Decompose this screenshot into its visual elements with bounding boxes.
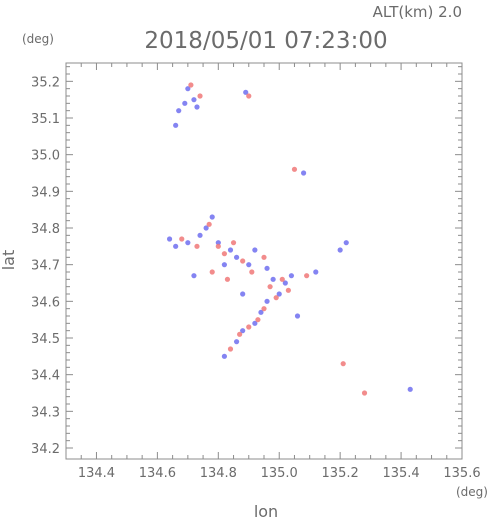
y-unit-label: (deg) xyxy=(22,32,54,46)
data-point xyxy=(209,214,215,220)
data-point xyxy=(240,328,246,334)
chart-title: 2018/05/01 07:23:00 xyxy=(144,28,387,54)
data-point xyxy=(252,247,258,253)
data-point xyxy=(246,324,252,330)
data-point xyxy=(191,273,197,279)
y-tick-label: 34.7 xyxy=(31,259,60,274)
data-point xyxy=(221,251,227,257)
data-point xyxy=(304,273,310,279)
data-point xyxy=(194,243,200,249)
data-point xyxy=(237,331,243,337)
data-point xyxy=(230,240,237,246)
data-point xyxy=(240,291,246,297)
data-point xyxy=(209,269,215,275)
data-point xyxy=(227,346,234,352)
data-point xyxy=(291,166,298,172)
data-point xyxy=(252,320,258,326)
data-point xyxy=(197,93,203,99)
ticks-layer: 134.4 134.6 134.8 135.0 135.2 135.4 135.6 34.2 3… xyxy=(31,63,481,481)
data-point xyxy=(243,89,249,95)
data-point xyxy=(270,276,276,282)
data-point xyxy=(221,353,227,359)
data-point xyxy=(407,386,413,392)
y-tick-label: 35.1 xyxy=(31,112,60,127)
y-tick-label: 34.2 xyxy=(31,442,60,457)
data-point xyxy=(261,306,267,312)
data-point xyxy=(221,262,227,268)
data-point xyxy=(246,93,252,99)
data-point xyxy=(337,247,343,253)
data-point xyxy=(233,254,240,260)
data-point xyxy=(185,86,191,92)
y-tick-label: 34.5 xyxy=(31,332,60,347)
data-point xyxy=(215,240,221,246)
data-point xyxy=(227,247,234,253)
x-unit-label: (deg) xyxy=(456,485,488,499)
points-layer xyxy=(166,82,413,396)
data-point xyxy=(340,361,346,367)
data-point xyxy=(240,258,246,264)
data-point xyxy=(276,291,282,297)
data-point xyxy=(258,309,264,315)
y-tick-label: 34.6 xyxy=(31,295,60,310)
x-tick-label: 135.6 xyxy=(443,466,480,481)
x-tick-label: 135.2 xyxy=(322,466,359,481)
data-point xyxy=(179,236,185,242)
plot-frame xyxy=(65,62,463,460)
data-point xyxy=(264,298,270,304)
data-point xyxy=(203,225,209,231)
data-point xyxy=(246,262,252,268)
y-tick-label: 34.9 xyxy=(31,185,60,200)
data-point xyxy=(224,276,231,282)
x-tick-label: 134.4 xyxy=(78,466,115,481)
data-point xyxy=(279,276,285,282)
y-tick-label: 34.3 xyxy=(31,405,60,420)
data-point xyxy=(215,243,221,249)
y-tick-label: 35.2 xyxy=(31,75,60,90)
x-tick-label: 134.6 xyxy=(139,466,176,481)
data-point xyxy=(194,104,200,110)
data-point xyxy=(273,295,279,301)
x-tick-label: 135.4 xyxy=(382,466,419,481)
data-point xyxy=(173,122,179,128)
data-point xyxy=(267,284,273,290)
data-point xyxy=(255,317,261,323)
x-tick-label: 134.8 xyxy=(200,466,237,481)
data-point xyxy=(285,287,291,293)
data-point xyxy=(249,269,255,275)
x-tick-label: 135.0 xyxy=(261,466,298,481)
y-tick-label: 34.8 xyxy=(31,222,60,237)
data-point xyxy=(188,82,194,88)
data-point xyxy=(282,280,288,286)
data-point xyxy=(264,265,270,271)
data-point xyxy=(166,236,173,242)
data-point xyxy=(361,390,368,396)
data-point xyxy=(176,108,182,114)
y-tick-label: 35.0 xyxy=(31,149,60,164)
data-point xyxy=(301,170,307,176)
chart-subtitle: ALT(km) 2.0 xyxy=(373,3,462,21)
data-point xyxy=(343,240,349,246)
data-point xyxy=(288,273,295,279)
data-point xyxy=(313,269,319,275)
data-point xyxy=(197,232,203,238)
data-point xyxy=(294,313,301,319)
data-point xyxy=(206,221,212,227)
data-point xyxy=(261,254,267,260)
data-point xyxy=(182,100,188,106)
data-point xyxy=(191,97,197,103)
data-point xyxy=(185,240,191,246)
x-axis-label: lon xyxy=(254,502,278,521)
data-point xyxy=(173,243,179,249)
y-tick-label: 34.4 xyxy=(31,369,60,384)
data-point xyxy=(233,339,240,345)
y-axis-label: lat xyxy=(0,250,18,271)
